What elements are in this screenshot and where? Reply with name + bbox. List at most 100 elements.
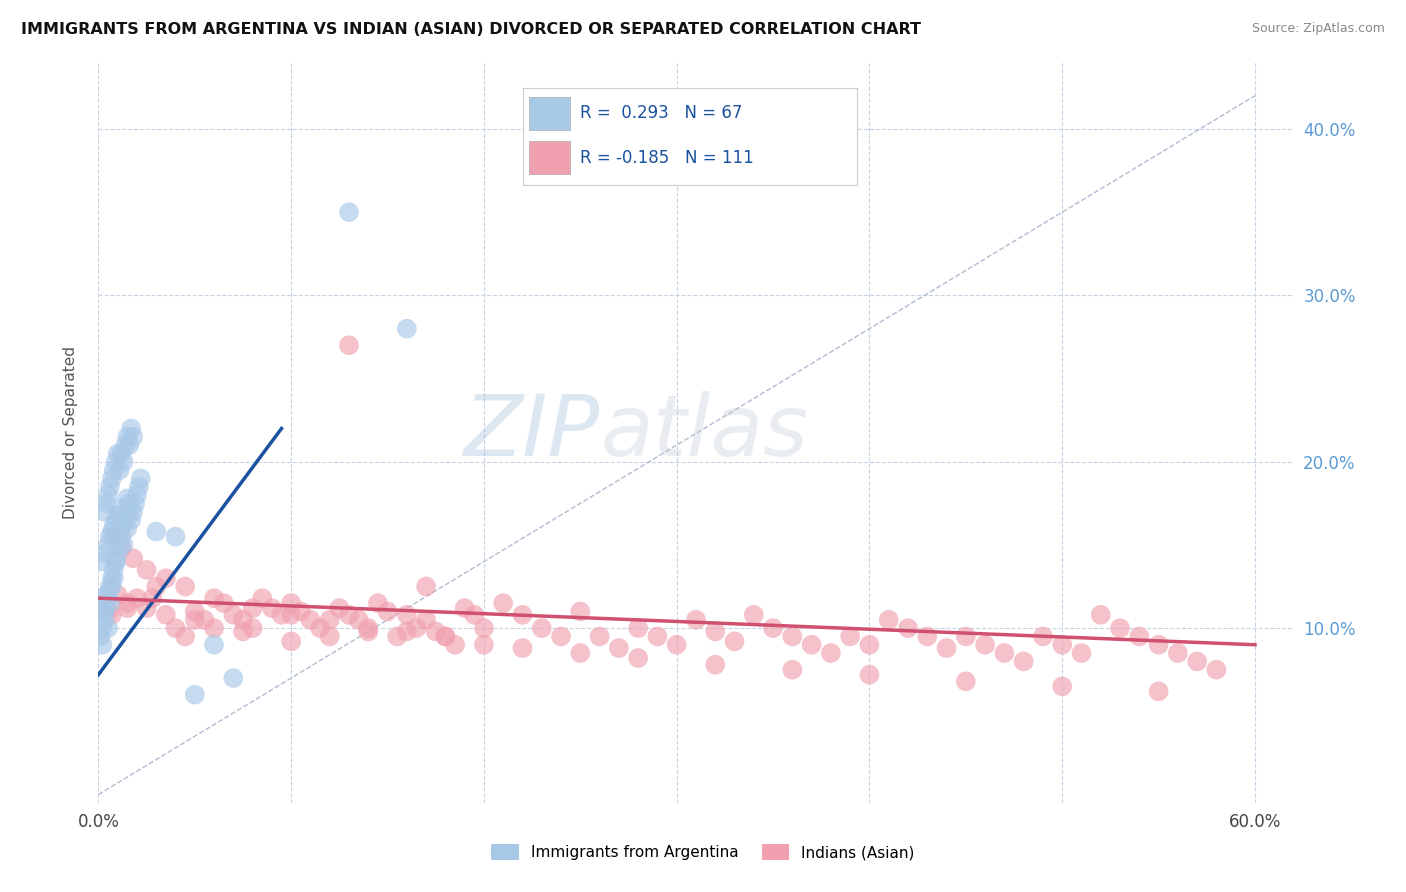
Point (174, 580, 197, 594)
Point (117, 601, 139, 615)
Point (395, 321, 418, 335)
Point (319, 613, 342, 627)
Point (472, 621, 495, 635)
Point (108, 538, 131, 552)
Point (723, 634, 745, 648)
Point (94, 596, 117, 610)
Point (839, 629, 862, 643)
Point (415, 613, 437, 627)
Point (782, 663, 804, 677)
Point (512, 641, 534, 656)
Point (858, 638, 880, 652)
Point (319, 629, 342, 643)
Point (260, 601, 283, 615)
Point (820, 646, 842, 660)
Point (367, 596, 389, 610)
Point (114, 513, 136, 527)
Point (135, 601, 157, 615)
Point (627, 651, 650, 665)
Point (280, 607, 302, 622)
Point (222, 671, 245, 685)
Point (1070, 646, 1092, 660)
Point (125, 488, 148, 502)
Text: Source: ZipAtlas.com: Source: ZipAtlas.com (1251, 22, 1385, 36)
Point (337, 607, 360, 622)
Point (120, 421, 142, 435)
Y-axis label: Divorced or Separated: Divorced or Separated (63, 346, 77, 519)
Point (1050, 638, 1073, 652)
Point (569, 646, 592, 660)
Point (104, 555, 127, 569)
Point (492, 596, 515, 610)
Point (385, 629, 409, 643)
Point (165, 530, 187, 544)
Point (124, 496, 146, 510)
Point (97, 488, 120, 502)
Point (103, 518, 125, 533)
Point (117, 505, 139, 519)
Point (395, 607, 418, 622)
Point (337, 205, 360, 219)
Point (108, 463, 131, 477)
Point (742, 607, 765, 622)
Point (270, 607, 292, 622)
Point (405, 621, 427, 635)
Point (299, 613, 322, 627)
Point (174, 629, 197, 643)
Point (98, 530, 121, 544)
Point (193, 613, 215, 627)
Point (89, 629, 111, 643)
Point (103, 463, 125, 477)
Point (1109, 621, 1132, 635)
Point (202, 591, 225, 606)
Point (110, 501, 132, 516)
Point (762, 621, 785, 635)
Point (122, 430, 145, 444)
Point (97, 538, 120, 552)
Point (347, 613, 370, 627)
Point (434, 629, 457, 643)
Point (120, 513, 142, 527)
Point (280, 596, 302, 610)
Point (212, 596, 235, 610)
Point (897, 621, 920, 635)
Point (112, 455, 135, 469)
Point (425, 624, 447, 639)
Point (107, 446, 129, 460)
Point (103, 563, 125, 577)
Point (117, 430, 139, 444)
Point (685, 613, 707, 627)
Point (101, 607, 124, 622)
Point (155, 571, 177, 585)
Point (1090, 607, 1112, 622)
Point (129, 471, 152, 485)
Text: atlas: atlas (600, 391, 808, 475)
Point (434, 629, 457, 643)
Point (1012, 654, 1035, 668)
Point (98, 580, 121, 594)
Legend: Immigrants from Argentina, Indians (Asian): Immigrants from Argentina, Indians (Asia… (485, 838, 921, 866)
Point (1128, 629, 1150, 643)
Point (91, 621, 114, 635)
Point (202, 638, 225, 652)
Point (128, 480, 150, 494)
Point (118, 496, 141, 510)
Point (627, 621, 650, 635)
Point (91, 638, 114, 652)
Point (1050, 679, 1073, 693)
Point (290, 605, 312, 619)
Point (110, 541, 132, 556)
Point (242, 601, 264, 615)
Point (202, 621, 225, 635)
Point (607, 641, 630, 656)
Point (135, 563, 157, 577)
Point (117, 596, 139, 610)
Point (93, 605, 115, 619)
Point (1205, 663, 1227, 677)
Point (101, 571, 124, 585)
Point (1147, 684, 1170, 698)
Point (117, 491, 139, 506)
Point (104, 513, 127, 527)
Point (588, 629, 610, 643)
Point (184, 688, 207, 702)
